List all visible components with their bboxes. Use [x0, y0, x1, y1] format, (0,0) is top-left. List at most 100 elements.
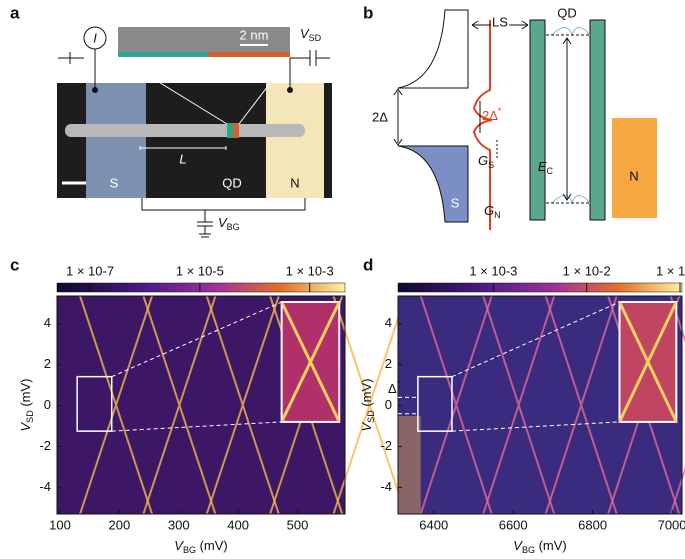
label-main: G	[478, 153, 488, 168]
label-main: V	[18, 421, 33, 431]
x-tick-label: 6400	[419, 517, 448, 532]
dos-curve	[472, 20, 493, 230]
label-sub: BG	[227, 222, 240, 232]
resonance-line	[419, 295, 493, 515]
source-lead	[86, 83, 146, 198]
annotation: Δ*	[388, 380, 401, 397]
label-sub: N	[494, 210, 501, 220]
gs-label: GS	[478, 153, 494, 170]
label-main: E	[538, 159, 547, 174]
panel-letter: d	[363, 255, 373, 274]
dot-label: QD	[222, 175, 242, 190]
label-rest: (mV)	[535, 538, 567, 553]
zoom-line	[451, 301, 620, 432]
colorbar	[56, 282, 346, 293]
current-label: I	[93, 30, 97, 45]
x-tick-label: 7000	[658, 517, 685, 532]
gate-wire	[141, 198, 306, 238]
y-tick-label: -4	[39, 479, 51, 494]
label-sub: SD	[25, 410, 35, 423]
drain-label: N	[629, 168, 638, 183]
resonance-line	[142, 295, 217, 515]
ls-arrow	[471, 20, 529, 30]
label-rest: (mV)	[359, 379, 374, 411]
colorbar-tick-label: 1 × 10-1	[656, 263, 685, 278]
wire	[58, 49, 96, 90]
panel-letter: a	[10, 3, 20, 22]
label-main: V	[218, 215, 228, 230]
label-main: V	[513, 538, 523, 553]
gap-label: 2Δ	[372, 109, 388, 124]
panel-b: b S 2Δ 2Δ* GS GN LS QD EC N	[363, 3, 657, 230]
drain-lead	[266, 83, 324, 198]
x-tick-label: 400	[227, 517, 249, 532]
label-main: Δ	[388, 382, 397, 397]
colorbar	[397, 282, 683, 293]
label-sub: C	[547, 166, 554, 176]
contact	[287, 87, 293, 93]
y-tick-label: 4	[385, 315, 392, 330]
axis-label: VSD (mV)	[359, 379, 376, 432]
label-rest: (mV)	[18, 379, 33, 411]
axis-label: VBG (mV)	[174, 538, 227, 555]
label-main: V	[300, 26, 310, 41]
label-sup: *	[397, 380, 401, 390]
label-rest: (mV)	[196, 538, 228, 553]
colorbar-tick-label: 1 × 10-2	[563, 263, 611, 278]
length-label: L	[179, 151, 186, 166]
wire	[289, 50, 330, 90]
x-tick-label: 200	[108, 517, 130, 532]
source-dos	[397, 145, 469, 223]
colorbar-tick-label: 1 × 10-3	[469, 263, 517, 278]
inset-feature	[280, 301, 341, 423]
y-tick-label: 2	[44, 356, 51, 371]
drain-label: N	[290, 175, 299, 190]
source-label: S	[451, 195, 460, 210]
gap-arrow	[393, 88, 403, 146]
label-sub: BG	[183, 545, 196, 555]
x-tick-label: 100	[49, 517, 71, 532]
panel-letter: b	[363, 3, 373, 22]
resonance-line	[205, 295, 280, 515]
zoom-line	[238, 56, 291, 125]
dot-segment	[233, 123, 239, 138]
barrier	[529, 19, 546, 221]
resonance-line	[544, 295, 618, 515]
noise	[398, 415, 421, 514]
colorbar-tick-label: 1 × 10-3	[286, 263, 334, 278]
zoom-line	[111, 301, 282, 432]
panel-letter: c	[10, 255, 19, 274]
gate-label: VBG	[218, 215, 240, 232]
zoom-line	[117, 56, 228, 125]
level	[551, 27, 591, 205]
y-tick-label: 0	[44, 397, 51, 412]
ec-label: EC	[538, 159, 554, 176]
y-tick-label: 4	[44, 315, 51, 330]
level	[546, 34, 589, 204]
y-tick-label: 0	[385, 397, 392, 412]
label-sub: BG	[522, 545, 535, 555]
label-main: V	[174, 538, 184, 553]
zoom-box	[417, 375, 453, 432]
axis-label: VBG (mV)	[513, 538, 566, 555]
colorbar-tick-label: 1 × 10-5	[176, 263, 224, 278]
label-sub: SD	[366, 410, 376, 423]
label-sub: S	[488, 160, 494, 170]
panel-a: a 2 nm S N QD L I VSD VBG	[10, 3, 332, 238]
plot-frame	[397, 295, 683, 515]
label-main: G	[484, 203, 494, 218]
label-main: V	[359, 421, 374, 431]
x-tick-label: 500	[287, 517, 309, 532]
contact	[92, 87, 98, 93]
y-tick-label: 2	[385, 356, 392, 371]
resonance-line	[482, 295, 556, 515]
tem-bar	[118, 52, 208, 57]
barrier	[589, 19, 606, 221]
y-tick-label: -2	[380, 438, 392, 453]
gap-star-label: 2Δ*	[482, 106, 502, 123]
dot-segment	[227, 123, 233, 138]
nanowire	[65, 124, 305, 137]
x-tick-label: 300	[168, 517, 190, 532]
tem-bar	[208, 52, 290, 57]
